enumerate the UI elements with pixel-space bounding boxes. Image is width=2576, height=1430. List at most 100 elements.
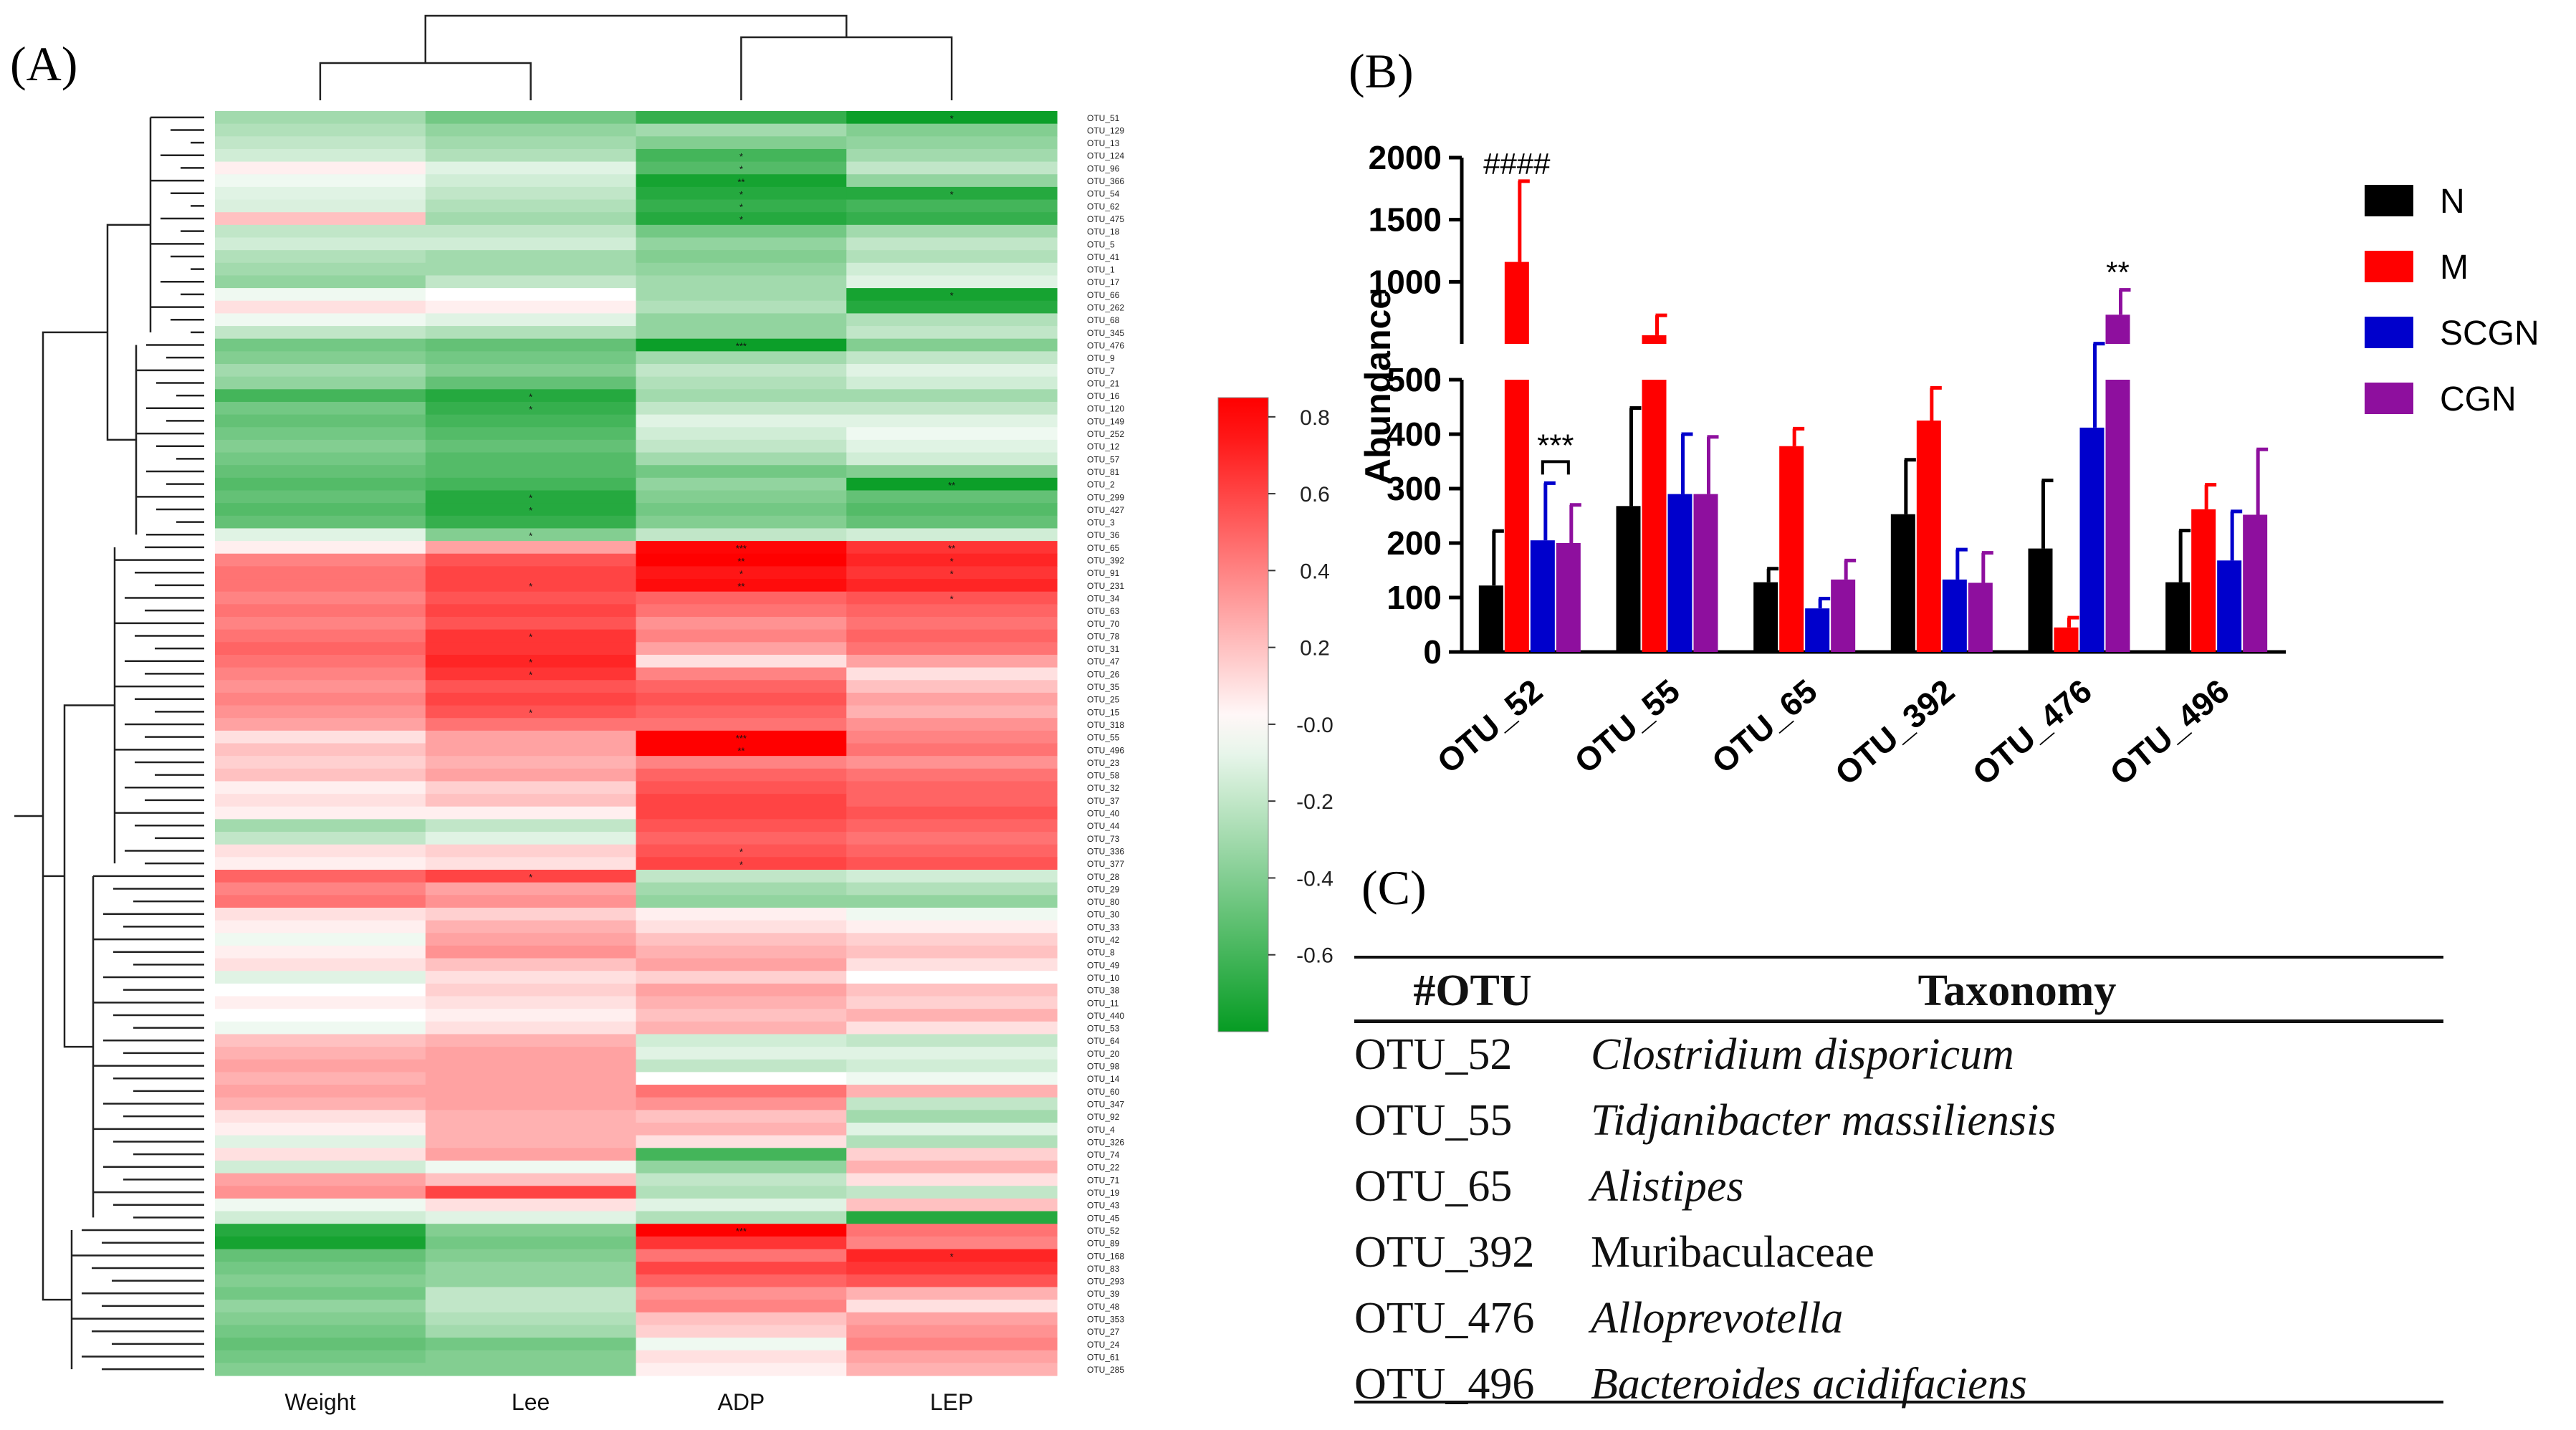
row-label: OTU_96 (1087, 163, 1120, 173)
row-label: OTU_66 (1087, 290, 1120, 300)
table-row: OTU_55 Tidjanibacter massiliensis (1354, 1089, 2443, 1155)
significance-bracket (1541, 460, 1570, 475)
significance-mark: ** (737, 581, 744, 592)
heatmap-cell (425, 401, 637, 416)
heatmap-cell (215, 326, 426, 340)
y-tick-label: 100 (1387, 579, 1442, 616)
heatmap-cell (846, 237, 1058, 251)
heatmap-cell (215, 313, 426, 327)
heatmap-cell (425, 705, 637, 719)
heatmap-cell (425, 503, 637, 517)
bar (1616, 506, 1641, 652)
row-label: OTU_38 (1087, 986, 1120, 996)
heatmap-cell (636, 882, 847, 896)
heatmap-cell (846, 1148, 1058, 1161)
taxonomy-cell: Muribaculaceae (1591, 1227, 1874, 1277)
column-label: ADP (717, 1389, 765, 1415)
heatmap-cell (215, 819, 426, 832)
heatmap-cell (636, 148, 847, 163)
heatmap-cell (636, 692, 847, 706)
row-label: OTU_35 (1087, 682, 1120, 692)
y-tick-label: 500 (1387, 361, 1442, 398)
heatmap-cell (846, 148, 1058, 163)
heatmap-cell (636, 680, 847, 694)
heatmap-cell (846, 313, 1058, 327)
heatmap-cell (425, 1123, 637, 1136)
heatmap-cell (846, 579, 1058, 592)
bar (1831, 579, 1856, 652)
row-label: OTU_19 (1087, 1188, 1120, 1198)
heatmap-cell (636, 1123, 847, 1136)
bar-chart: 0100200300400500500100015002000Abundance… (1358, 139, 2539, 792)
row-label: OTU_326 (1087, 1137, 1124, 1147)
heatmap-cell (846, 528, 1058, 542)
table-row: OTU_496 Bacteroides acidifaciens (1354, 1353, 2443, 1419)
heatmap-cell (215, 1312, 426, 1325)
legend-label: CGN (2440, 380, 2517, 418)
colorbar-tick-label: -0.2 (1296, 790, 1334, 814)
heatmap-cell (636, 1047, 847, 1060)
heatmap-cell (846, 351, 1058, 365)
heatmap-cell (425, 351, 637, 365)
heatmap-cell (846, 743, 1058, 757)
heatmap-cell (215, 1034, 426, 1047)
heatmap-cell (215, 629, 426, 643)
heatmap-cell (846, 1312, 1058, 1325)
heatmap-cell (846, 1211, 1058, 1224)
heatmap-cell (425, 452, 637, 466)
heatmap-cell (846, 338, 1058, 352)
row-label: OTU_64 (1087, 1036, 1120, 1046)
heatmap-cell (636, 1034, 847, 1047)
row-label: OTU_45 (1087, 1213, 1120, 1223)
row-label: OTU_262 (1087, 303, 1124, 313)
significance-mark: * (529, 505, 532, 516)
heatmap-cell (425, 1249, 637, 1262)
heatmap-cell (215, 806, 426, 820)
significance-mark: * (950, 568, 954, 579)
heatmap-cell (846, 288, 1058, 302)
bar (1968, 582, 1993, 652)
row-label: OTU_33 (1087, 922, 1120, 932)
row-label: OTU_377 (1087, 859, 1124, 869)
heatmap-cell (425, 1097, 637, 1110)
bar (1916, 421, 1941, 652)
heatmap-cell (636, 1059, 847, 1072)
heatmap-cell (636, 604, 847, 618)
row-label: OTU_23 (1087, 758, 1120, 768)
heatmap-cell (215, 920, 426, 934)
row-label: OTU_427 (1087, 505, 1124, 515)
heatmap-cell (215, 794, 426, 807)
bar (1530, 540, 1555, 652)
heatmap-cell (425, 515, 637, 529)
heatmap-cell (215, 237, 426, 251)
x-tick-label: OTU_65 (1705, 672, 1824, 781)
heatmap-cell (846, 503, 1058, 517)
significance-mark: * (950, 556, 954, 567)
heatmap-cell (215, 591, 426, 605)
heatmap-cell (425, 857, 637, 870)
heatmap-cell (215, 275, 426, 289)
significance-mark: ** (948, 480, 955, 491)
heatmap-cell (636, 1072, 847, 1085)
heatmap-cell (425, 376, 637, 390)
taxonomy-table: #OTU Taxonomy OTU_52 Clostridium dispori… (1354, 960, 2443, 1419)
significance-mark: * (529, 632, 532, 643)
heatmap-cell (636, 439, 847, 454)
heatmap-cell (636, 250, 847, 264)
significance-mark: * (739, 202, 743, 213)
significance-mark: * (529, 493, 532, 504)
otu-cell: OTU_496 (1354, 1359, 1535, 1409)
heatmap-cell (846, 1047, 1058, 1060)
row-label: OTU_168 (1087, 1251, 1124, 1261)
heatmap-cell (846, 1085, 1058, 1098)
significance-mark: * (950, 189, 954, 200)
row-label: OTU_54 (1087, 189, 1120, 199)
heatmap-cell (846, 705, 1058, 719)
heatmap-cell (425, 212, 637, 226)
heatmap-cell (846, 1287, 1058, 1300)
heatmap-cell (215, 705, 426, 719)
heatmap-cell (215, 1338, 426, 1351)
heatmap-cell (636, 262, 847, 277)
heatmap-cell (846, 1009, 1058, 1022)
heatmap-cell (425, 945, 637, 959)
